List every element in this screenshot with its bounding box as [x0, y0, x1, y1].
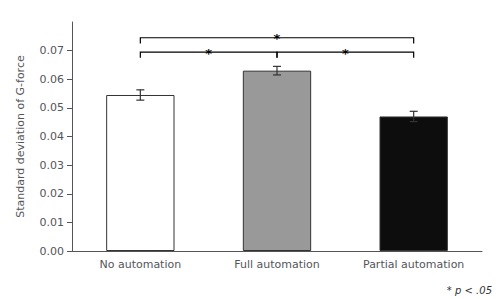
svg-text:*: *	[205, 46, 212, 61]
svg-text:0.00: 0.00	[40, 245, 65, 258]
svg-text:0.06: 0.06	[40, 73, 65, 86]
svg-text:Standard deviation of G-force: Standard deviation of G-force	[14, 55, 27, 218]
svg-text:0.02: 0.02	[40, 187, 65, 200]
svg-text:0.01: 0.01	[40, 216, 65, 229]
svg-text:0.04: 0.04	[40, 130, 65, 143]
svg-text:0.05: 0.05	[40, 101, 65, 114]
svg-text:*: *	[342, 46, 349, 61]
svg-text:Full automation: Full automation	[234, 258, 320, 271]
svg-text:Partial automation: Partial automation	[363, 258, 464, 271]
svg-text:0.07: 0.07	[40, 44, 65, 57]
svg-text:0.03: 0.03	[40, 159, 65, 172]
svg-text:*: *	[274, 31, 281, 46]
svg-text:* p < .05: * p < .05	[447, 285, 492, 296]
svg-text:No automation: No automation	[99, 258, 181, 271]
